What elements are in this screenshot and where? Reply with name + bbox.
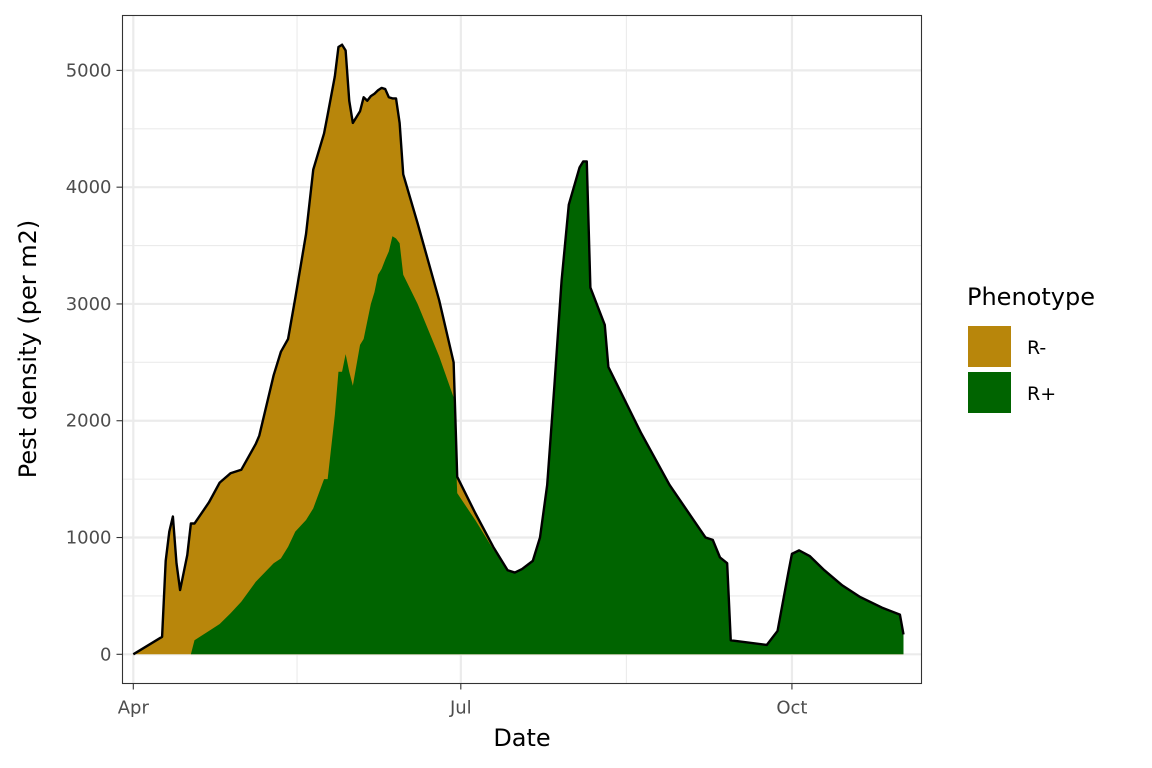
axis-ticks: 0 1000 2000 3000 4000 5000 Apr Jul Oct xyxy=(66,60,808,718)
legend-label-r-plus: R+ xyxy=(1027,383,1056,405)
legend-title: Phenotype xyxy=(967,283,1095,311)
total-line-path xyxy=(132,43,905,656)
plot-panel-border xyxy=(121,14,923,685)
x-tick-label: Apr xyxy=(118,698,150,719)
y-tick-label: 2000 xyxy=(66,411,112,432)
x-tick-label: Oct xyxy=(776,698,807,719)
y-tick-label: 1000 xyxy=(66,528,112,549)
legend-label-r-minus: R- xyxy=(1027,337,1046,359)
y-tick-label: 3000 xyxy=(66,294,112,315)
legend-swatch-r-minus xyxy=(968,326,1011,367)
total-density-line xyxy=(132,43,905,656)
y-tick-label: 0 xyxy=(100,644,111,665)
stacked-areas xyxy=(133,44,904,655)
y-tick-label: 5000 xyxy=(66,60,112,81)
y-tick-label: 4000 xyxy=(66,177,112,198)
x-tick-label: Jul xyxy=(449,698,472,719)
legend-swatch-r-plus xyxy=(968,372,1011,413)
area-series-r-plus xyxy=(190,161,904,655)
x-axis-title: Date xyxy=(493,724,550,752)
legend: Phenotype R- R+ xyxy=(967,283,1095,413)
y-axis-title: Pest density (per m2) xyxy=(14,220,42,478)
